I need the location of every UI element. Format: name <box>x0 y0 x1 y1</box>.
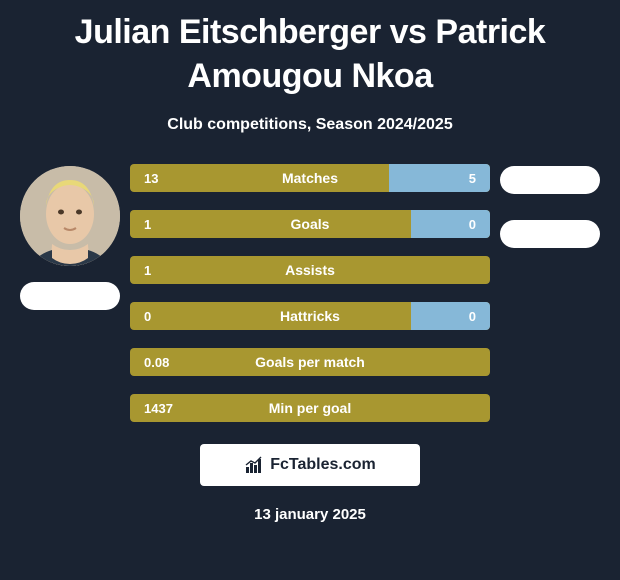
stat-label: Assists <box>285 262 335 278</box>
stat-bars: 13 Matches 5 1 Goals 0 1 Assists 0 Hattricks 0 0.08… <box>130 164 490 422</box>
player-right-column <box>490 164 610 248</box>
page-title: Julian Eitschberger vs Patrick Amougou N… <box>0 10 620 98</box>
stat-row: 13 Matches 5 <box>130 164 490 192</box>
stat-right-value: 5 <box>469 171 476 186</box>
stat-row: 1437 Min per goal <box>130 394 490 422</box>
stat-right-fill <box>411 210 490 238</box>
stat-right-value: 0 <box>469 309 476 324</box>
stat-right-fill <box>411 302 490 330</box>
stat-label: Goals <box>291 216 330 232</box>
stat-left-value: 1437 <box>144 401 173 416</box>
comparison-card: Julian Eitschberger vs Patrick Amougou N… <box>0 0 620 580</box>
stat-label: Hattricks <box>280 308 340 324</box>
stat-label: Goals per match <box>255 354 365 370</box>
stat-right-value: 0 <box>469 217 476 232</box>
stat-left-value: 0 <box>144 309 151 324</box>
stat-row: 0.08 Goals per match <box>130 348 490 376</box>
player-right-country <box>500 220 600 248</box>
page-subtitle: Club competitions, Season 2024/2025 <box>167 116 452 134</box>
stat-left-value: 13 <box>144 171 158 186</box>
player-left-country <box>20 282 120 310</box>
player-right-country-top <box>500 166 600 194</box>
brand-logo-icon <box>244 455 264 475</box>
stat-label: Min per goal <box>269 400 351 416</box>
stat-row: 1 Assists <box>130 256 490 284</box>
player-left-column <box>10 164 130 310</box>
player-right-avatar-placeholder <box>500 166 600 266</box>
stat-left-value: 1 <box>144 217 151 232</box>
stat-label: Matches <box>282 170 338 186</box>
avatar-face-icon <box>20 166 120 266</box>
stat-left-value: 0.08 <box>144 355 169 370</box>
stat-left-value: 1 <box>144 263 151 278</box>
brand-badge[interactable]: FcTables.com <box>200 444 420 486</box>
stats-area: 13 Matches 5 1 Goals 0 1 Assists 0 Hattricks 0 0.08… <box>0 164 620 422</box>
player-left-avatar <box>20 166 120 266</box>
brand-text: FcTables.com <box>270 456 376 474</box>
stat-row: 1 Goals 0 <box>130 210 490 238</box>
stat-row: 0 Hattricks 0 <box>130 302 490 330</box>
generation-date: 13 january 2025 <box>254 506 366 523</box>
